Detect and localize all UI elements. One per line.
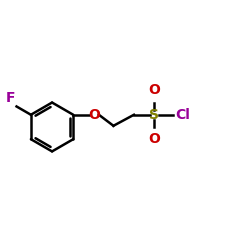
Text: O: O (88, 108, 100, 122)
Text: S: S (150, 108, 160, 122)
Text: O: O (148, 84, 160, 98)
Text: F: F (6, 91, 15, 105)
Text: O: O (148, 132, 160, 146)
Text: Cl: Cl (176, 108, 190, 122)
